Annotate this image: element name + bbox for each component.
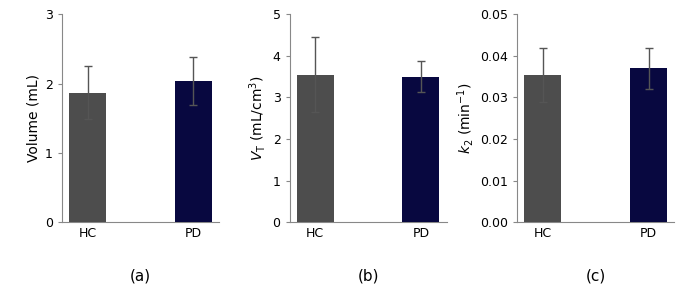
- Y-axis label: $k_{2}$ (min$^{-1}$): $k_{2}$ (min$^{-1}$): [455, 82, 476, 154]
- Bar: [402, 77, 440, 222]
- Y-axis label: Volume (mL): Volume (mL): [27, 74, 41, 162]
- Bar: [69, 93, 106, 222]
- Text: (a): (a): [130, 268, 151, 283]
- Bar: [297, 75, 334, 222]
- Bar: [524, 75, 561, 222]
- Text: (b): (b): [357, 268, 379, 283]
- Bar: [175, 81, 212, 222]
- Y-axis label: $V_{\mathrm{T}}$ (mL/cm$^{3}$): $V_{\mathrm{T}}$ (mL/cm$^{3}$): [248, 76, 268, 161]
- Text: (c): (c): [585, 268, 606, 283]
- Bar: [630, 68, 667, 222]
